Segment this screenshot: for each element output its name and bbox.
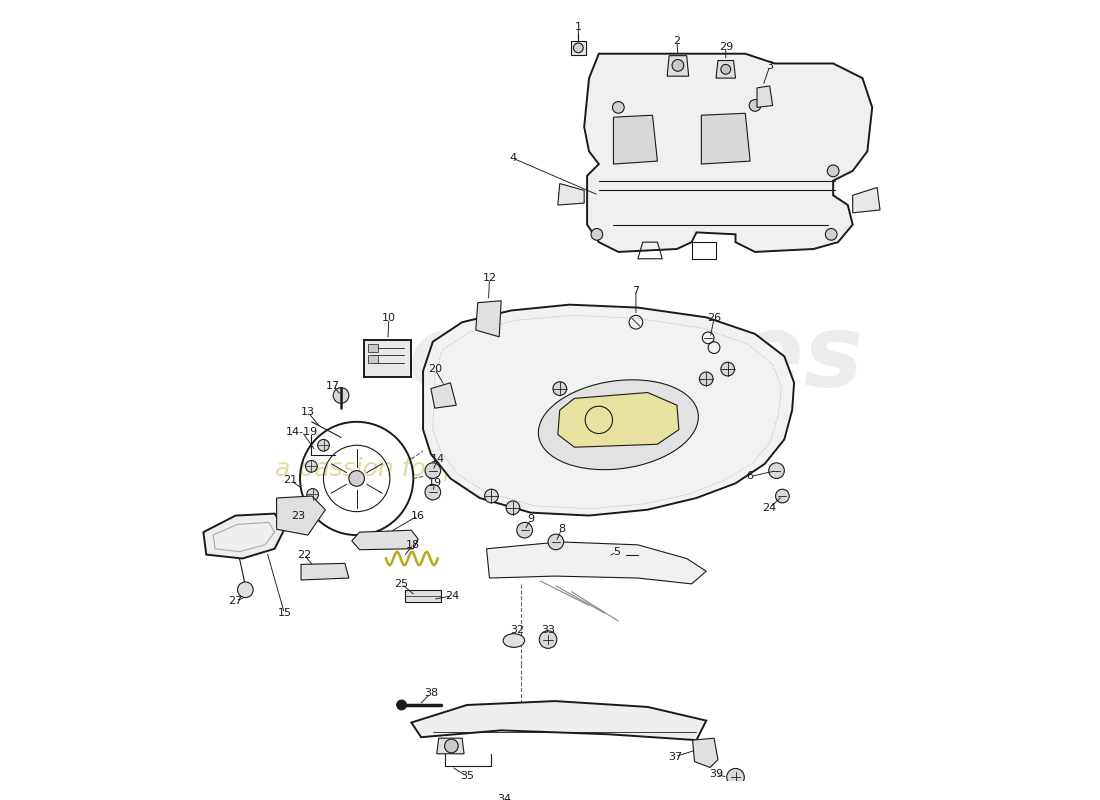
Circle shape: [613, 102, 624, 114]
Text: 26: 26: [707, 314, 722, 323]
Circle shape: [553, 382, 566, 395]
Circle shape: [425, 484, 441, 500]
Text: 9: 9: [527, 514, 534, 525]
Polygon shape: [614, 115, 658, 164]
Ellipse shape: [503, 634, 525, 647]
Circle shape: [573, 43, 583, 53]
Text: 25: 25: [395, 579, 408, 589]
Text: 16: 16: [411, 510, 426, 521]
Circle shape: [672, 59, 684, 71]
Text: 1: 1: [575, 22, 582, 32]
Text: 38: 38: [424, 688, 438, 698]
Polygon shape: [486, 542, 706, 584]
Text: 34: 34: [497, 794, 512, 800]
Polygon shape: [852, 187, 880, 213]
Text: 12: 12: [483, 274, 496, 283]
Bar: [368, 344, 378, 351]
Polygon shape: [411, 701, 706, 740]
Circle shape: [591, 229, 603, 240]
Circle shape: [776, 489, 789, 503]
Polygon shape: [584, 54, 872, 252]
Text: 23: 23: [292, 510, 305, 521]
Text: 3: 3: [767, 62, 773, 71]
Circle shape: [349, 470, 364, 486]
Text: 22: 22: [297, 550, 311, 560]
Circle shape: [827, 165, 839, 177]
Circle shape: [333, 388, 349, 403]
Polygon shape: [301, 563, 349, 580]
Text: 37: 37: [668, 752, 682, 762]
Polygon shape: [431, 382, 456, 408]
Circle shape: [397, 700, 407, 710]
Text: 2: 2: [673, 36, 681, 46]
Text: 5: 5: [613, 546, 620, 557]
Polygon shape: [476, 301, 502, 337]
Text: 14-19: 14-19: [286, 426, 318, 437]
Polygon shape: [668, 56, 689, 76]
Polygon shape: [437, 738, 464, 754]
Text: 13: 13: [300, 407, 315, 417]
Text: a passion for parts since 1985: a passion for parts since 1985: [275, 457, 653, 481]
Circle shape: [444, 739, 459, 753]
Bar: [406, 590, 441, 602]
Polygon shape: [424, 305, 794, 515]
Text: 10: 10: [382, 314, 396, 323]
Text: 24: 24: [762, 502, 777, 513]
Circle shape: [720, 65, 730, 74]
Text: 17: 17: [327, 381, 340, 390]
Circle shape: [485, 489, 498, 503]
Polygon shape: [702, 114, 750, 164]
Text: 21: 21: [283, 475, 297, 486]
Text: 4: 4: [509, 153, 517, 163]
Circle shape: [318, 439, 329, 451]
Polygon shape: [716, 61, 736, 78]
Text: 39: 39: [708, 770, 723, 779]
Text: 35: 35: [460, 771, 474, 782]
Circle shape: [700, 372, 713, 386]
Polygon shape: [204, 514, 285, 558]
Circle shape: [769, 463, 784, 478]
Circle shape: [749, 99, 761, 111]
Circle shape: [306, 461, 317, 472]
Circle shape: [425, 463, 441, 478]
Text: 24: 24: [446, 590, 460, 601]
Circle shape: [727, 769, 745, 786]
Text: 14: 14: [430, 454, 444, 464]
Text: 19: 19: [428, 478, 442, 488]
Polygon shape: [352, 530, 418, 550]
Bar: [368, 355, 378, 363]
Bar: [364, 340, 411, 377]
Polygon shape: [757, 86, 772, 107]
Text: 20: 20: [428, 364, 442, 374]
Text: 15: 15: [277, 608, 292, 618]
Circle shape: [307, 489, 319, 500]
Text: 29: 29: [718, 42, 733, 52]
Ellipse shape: [538, 380, 698, 470]
Text: europes: europes: [408, 311, 865, 408]
Circle shape: [238, 582, 253, 598]
Text: 33: 33: [541, 625, 556, 634]
Circle shape: [506, 501, 519, 514]
Circle shape: [517, 522, 532, 538]
Circle shape: [720, 362, 735, 376]
Text: 32: 32: [509, 625, 524, 634]
Text: 8: 8: [558, 524, 565, 534]
Polygon shape: [558, 393, 679, 447]
Polygon shape: [693, 738, 718, 767]
Circle shape: [825, 229, 837, 240]
Bar: [571, 41, 586, 54]
Text: 18: 18: [406, 540, 420, 550]
Text: 6: 6: [747, 471, 754, 482]
Circle shape: [539, 630, 557, 648]
Text: 27: 27: [229, 595, 243, 606]
Polygon shape: [276, 496, 326, 535]
Polygon shape: [558, 183, 584, 205]
Text: 7: 7: [632, 286, 639, 296]
Circle shape: [548, 534, 563, 550]
